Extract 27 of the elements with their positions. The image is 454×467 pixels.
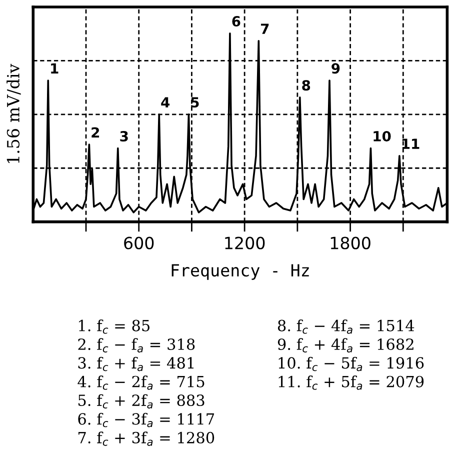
annotation: 8	[302, 80, 310, 91]
x-axis-title: Frequency - Hz	[172, 264, 309, 280]
annotation: 5	[191, 97, 199, 108]
annotation: 6	[232, 16, 240, 27]
text: 4. f$_{c}$ − 2f$_{a}$ = 715	[78, 376, 204, 390]
text: 2. f$_{c}$ − f$_{a}$ = 318	[78, 338, 195, 352]
x-tick-label: 1800	[330, 236, 370, 250]
annotation: 7	[260, 24, 269, 34]
annotation: 11	[402, 138, 420, 149]
text: 7. f$_{c}$ + 3f$_{a}$ = 1280	[78, 432, 214, 446]
annotation: 3	[120, 130, 128, 142]
annotation: 1	[51, 63, 58, 74]
text: 10. f$_{c}$ − 5f$_{a}$ = 1916	[278, 356, 424, 372]
annotation: 10	[374, 130, 391, 142]
text: 9. f$_{c}$ + 4f$_{a}$ = 1682	[278, 338, 414, 352]
y-axis-title: 1.56 mV/div	[6, 64, 21, 164]
text: 11. f$_{c}$ + 5f$_{a}$ = 2079	[278, 376, 424, 390]
text: 3. f$_{c}$ + f$_{a}$ = 481	[78, 356, 194, 372]
text: 8. f$_{c}$ − 4f$_{a}$ = 1514	[278, 320, 414, 334]
text: 6. f$_{c}$ − 3f$_{a}$ = 1117	[78, 412, 214, 428]
x-tick-label: 1200	[225, 236, 265, 250]
annotation: 2	[92, 127, 100, 138]
annotation: 9	[332, 63, 340, 74]
text: 1. f$_{c}$ = 85	[79, 320, 150, 334]
text: 5. f$_{c}$ + 2f$_{a}$ = 883	[78, 394, 204, 408]
annotation: 4	[161, 97, 170, 108]
x-tick-label: 600	[124, 236, 154, 250]
